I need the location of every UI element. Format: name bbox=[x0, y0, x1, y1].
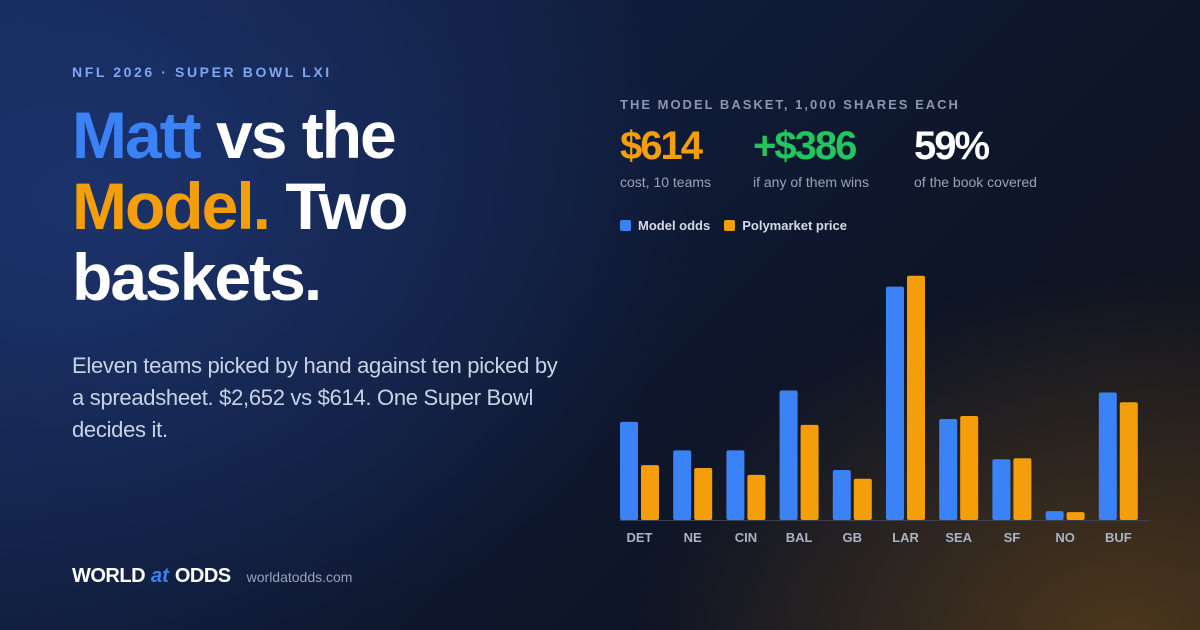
bar-lar-polymarket-price bbox=[907, 275, 925, 520]
x-tick-label-no: NO bbox=[1055, 530, 1075, 545]
bar-bal-model-odds bbox=[779, 390, 798, 520]
bar-no-model-odds bbox=[1045, 511, 1064, 520]
stat-payout: +$386 if any of them wins bbox=[753, 124, 869, 190]
bar-sf-model-odds bbox=[992, 459, 1011, 520]
brand-odds: ODDS bbox=[174, 565, 231, 587]
x-tick-label-bal: BAL bbox=[786, 530, 813, 545]
bar-no-polymarket-price bbox=[1066, 512, 1085, 520]
legend-polymarket-label: Polymarket price bbox=[742, 218, 847, 233]
x-tick-label-gb: GB bbox=[843, 530, 863, 545]
bar-buf-model-odds bbox=[1098, 392, 1117, 520]
eyebrow: NFL 2026 · SUPER BOWL LXI bbox=[72, 64, 332, 80]
bar-det-polymarket-price bbox=[641, 465, 659, 520]
stat-cost: $614 cost, 10 teams bbox=[620, 124, 711, 190]
x-tick-label-sf: SF bbox=[1004, 530, 1021, 545]
headline-model: Model. bbox=[72, 169, 271, 243]
subtext: Eleven teams picked by hand against ten … bbox=[72, 353, 558, 442]
bar-gb-model-odds bbox=[832, 469, 851, 520]
bar-lar-model-odds bbox=[886, 286, 904, 520]
bar-gb-polymarket-price bbox=[853, 478, 872, 520]
stat-coverage-label: of the book covered bbox=[914, 174, 1037, 190]
bar-sea-model-odds bbox=[939, 418, 958, 520]
x-tick-label-buf: BUF bbox=[1105, 530, 1132, 545]
headline-vs: vs the bbox=[199, 98, 397, 172]
basket-title: THE MODEL BASKET, 1,000 SHARES EACH bbox=[620, 97, 960, 112]
bar-sea-polymarket-price bbox=[960, 416, 979, 520]
bar-ne-polymarket-price bbox=[694, 468, 713, 520]
x-tick-label-det: DET bbox=[627, 530, 653, 545]
x-tick-label-sea: SEA bbox=[945, 530, 972, 545]
x-tick-label-ne: NE bbox=[684, 530, 702, 545]
brand-world: WORLD bbox=[72, 565, 146, 587]
bar-bal-polymarket-price bbox=[800, 424, 819, 520]
stat-coverage: 59% of the book covered bbox=[914, 124, 1037, 190]
legend-polymarket: Polymarket price bbox=[724, 218, 847, 233]
headline-matt: Matt bbox=[72, 98, 202, 172]
brand-url[interactable]: worldatodds.com bbox=[246, 569, 353, 585]
brand-footer: WORLD at ODDS worldatodds.com bbox=[72, 565, 352, 588]
bar-cin-model-odds bbox=[726, 450, 745, 520]
brand-at: at bbox=[151, 565, 169, 587]
stat-cost-label: cost, 10 teams bbox=[620, 174, 712, 190]
bar-sf-polymarket-price bbox=[1013, 458, 1032, 520]
x-tick-label-cin: CIN bbox=[735, 530, 757, 545]
bar-ne-model-odds bbox=[673, 450, 692, 520]
legend-model: Model odds bbox=[620, 218, 710, 233]
x-tick-label-lar: LAR bbox=[892, 530, 919, 545]
stat-coverage-value: 59% bbox=[914, 124, 990, 168]
stat-payout-label: if any of them wins bbox=[753, 174, 869, 190]
legend-model-label: Model odds bbox=[638, 218, 711, 233]
legend-model-swatch bbox=[620, 220, 631, 231]
bar-chart: DET NE CIN BAL GB LAR SEA SF NO BUF bbox=[620, 275, 1150, 545]
bar-cin-polymarket-price bbox=[747, 474, 766, 520]
headline-baskets: Two baskets. bbox=[72, 169, 408, 314]
stat-cost-value: $614 bbox=[620, 124, 703, 168]
bar-det-model-odds bbox=[620, 421, 638, 520]
bar-buf-polymarket-price bbox=[1119, 402, 1138, 520]
legend-polymarket-swatch bbox=[724, 220, 736, 231]
chart-legend: Model odds Polymarket price bbox=[620, 218, 861, 233]
stat-payout-value: +$386 bbox=[753, 124, 857, 168]
headline: Matt vs the Model. Two baskets. bbox=[72, 100, 592, 313]
